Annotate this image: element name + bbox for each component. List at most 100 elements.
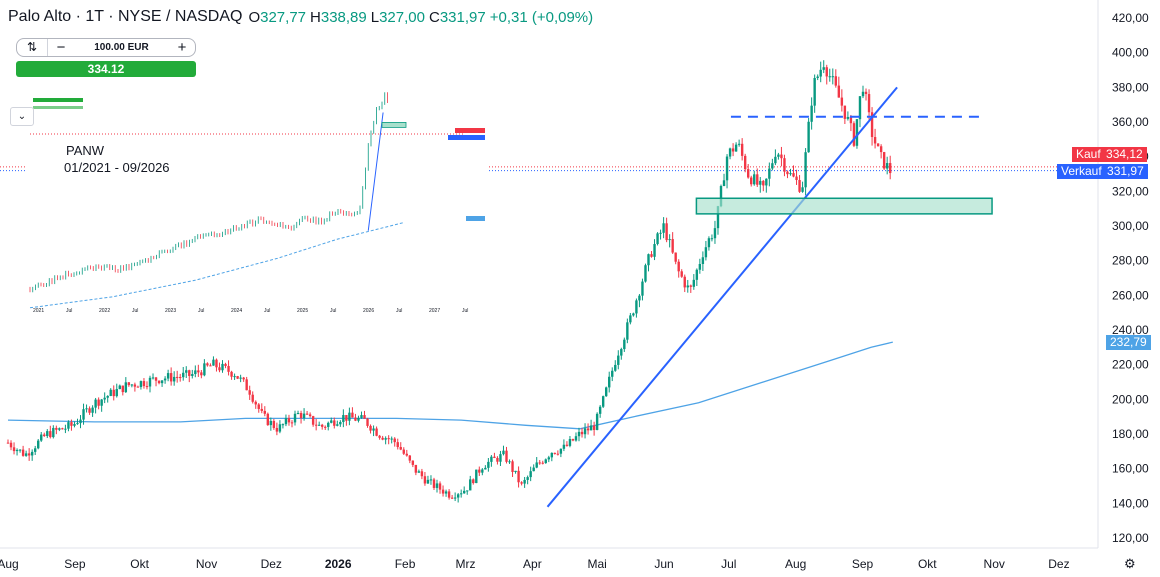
inset-x-tick-label: 2021: [33, 308, 44, 314]
candle: [870, 107, 874, 146]
y-tick-label: 320,00: [1112, 184, 1149, 198]
y-tick-label: 300,00: [1112, 219, 1149, 233]
candle: [67, 420, 70, 432]
candle: [345, 415, 348, 426]
candle: [91, 405, 94, 417]
candle: [148, 375, 152, 393]
ma-value: 232,79: [1110, 335, 1147, 349]
candle: [680, 269, 683, 278]
candle: [133, 382, 137, 392]
y-tick-label: 140,00: [1112, 496, 1149, 510]
low-value: 327,00: [379, 8, 425, 26]
swap-icon[interactable]: ⇅: [17, 39, 48, 56]
candle: [366, 417, 369, 428]
candle: [713, 220, 717, 244]
moving-average-layer: [7, 341, 893, 430]
candle: [867, 89, 871, 120]
candle: [571, 438, 575, 442]
candle: [215, 358, 218, 372]
amount-field[interactable]: 100.00 EUR: [94, 42, 149, 53]
candle: [475, 469, 478, 484]
candle: [275, 422, 279, 436]
candle: [550, 452, 554, 462]
candle: [562, 439, 566, 452]
candle: [556, 450, 560, 456]
moving-average-line: [7, 341, 893, 430]
drawings-layer: [546, 86, 993, 508]
candle: [15, 448, 19, 456]
candle: [496, 456, 499, 465]
candle: [100, 398, 103, 412]
candle: [185, 366, 188, 379]
candle: [233, 373, 236, 380]
candle: [798, 175, 801, 193]
gear-icon[interactable]: ⚙: [1124, 556, 1136, 571]
candle: [795, 169, 798, 185]
candle: [511, 459, 514, 478]
inset-x-tick-label: Jul: [462, 308, 468, 314]
candle: [592, 421, 596, 436]
symbol-title[interactable]: Palo Alto · 1T · NYSE / NASDAQ: [8, 8, 243, 25]
candle: [393, 437, 396, 447]
candle: [864, 88, 868, 101]
candle: [263, 406, 267, 417]
inset-verkauf-tag: [448, 135, 485, 140]
chevron-down-icon[interactable]: ⌄: [10, 107, 34, 126]
candle: [843, 105, 847, 125]
candle: [710, 234, 714, 242]
candle: [94, 397, 97, 414]
candle: [139, 380, 143, 390]
candle: [762, 179, 765, 192]
candle: [281, 423, 285, 429]
candle: [378, 434, 381, 440]
candle: [481, 468, 484, 476]
candle: [43, 432, 46, 437]
candle: [336, 420, 339, 427]
inset-x-tick-label: Jul: [198, 308, 204, 314]
candle: [230, 370, 233, 380]
candle: [677, 259, 680, 278]
candle: [251, 391, 254, 404]
candle: [731, 143, 735, 157]
candle: [725, 154, 729, 189]
candle: [882, 151, 886, 170]
candle: [780, 146, 783, 167]
y-tick-label: 380,00: [1112, 80, 1149, 94]
candle: [429, 475, 433, 485]
x-tick-label: 2026: [325, 557, 352, 571]
x-tick-label: Sep: [64, 557, 86, 571]
decrease-button[interactable]: −: [56, 39, 66, 56]
candle: [601, 395, 605, 409]
y-tick-label: 220,00: [1112, 358, 1149, 372]
buy-button[interactable]: 334.12: [16, 61, 196, 77]
verkauf-price-tag: Verkauf 331,97: [1057, 164, 1148, 179]
candle: [106, 395, 109, 403]
candle: [396, 438, 399, 450]
candle: [438, 481, 442, 494]
candle: [157, 380, 161, 385]
candle: [611, 367, 614, 382]
candle: [855, 119, 859, 149]
candle: [85, 404, 88, 413]
candle: [175, 370, 179, 383]
candle: [831, 68, 834, 85]
y-tick-label: 420,00: [1112, 11, 1149, 25]
x-tick-label: Aug: [785, 557, 806, 571]
candle: [257, 403, 260, 413]
candle: [375, 426, 378, 437]
ma-price-tag: 232,79: [1106, 335, 1151, 350]
candle: [568, 436, 572, 448]
verkauf-label: Verkauf: [1061, 164, 1102, 178]
candle: [526, 475, 529, 485]
kauf-price-tag: Kauf 334,12: [1072, 147, 1147, 162]
chart-header: Palo Alto · 1T · NYSE / NASDAQ O 327,77 H…: [8, 6, 593, 28]
candle: [82, 403, 85, 425]
inset-x-tick-label: 2022: [99, 308, 110, 314]
increase-button[interactable]: +: [177, 39, 187, 56]
candle: [614, 360, 617, 372]
candle: [487, 458, 490, 472]
candle: [813, 74, 816, 113]
candle: [547, 455, 550, 463]
candle: [879, 144, 883, 159]
